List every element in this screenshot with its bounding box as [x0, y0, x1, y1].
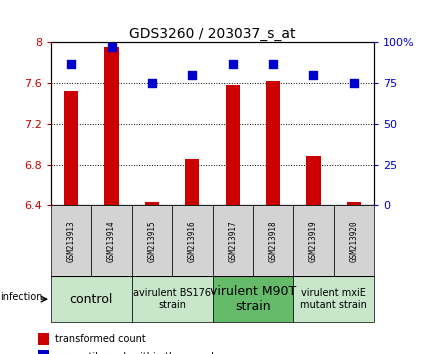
- Text: GSM213913: GSM213913: [67, 220, 76, 262]
- Text: avirulent BS176
strain: avirulent BS176 strain: [133, 288, 211, 310]
- Text: infection: infection: [0, 292, 42, 302]
- Text: percentile rank within the sample: percentile rank within the sample: [55, 352, 220, 354]
- Text: GSM213919: GSM213919: [309, 220, 318, 262]
- Text: GSM213916: GSM213916: [188, 220, 197, 262]
- Bar: [347, 202, 361, 205]
- Point: [68, 61, 75, 67]
- Text: GSM213918: GSM213918: [269, 220, 278, 262]
- Bar: [306, 156, 320, 205]
- Bar: [253, 205, 293, 276]
- Bar: [145, 202, 159, 205]
- Bar: [51, 276, 132, 322]
- Text: virulent mxiE
mutant strain: virulent mxiE mutant strain: [300, 288, 367, 310]
- Bar: [38, 350, 49, 354]
- Bar: [51, 205, 91, 276]
- Bar: [185, 159, 199, 205]
- Bar: [212, 205, 253, 276]
- Bar: [105, 46, 119, 205]
- Bar: [64, 91, 78, 205]
- Text: GSM213917: GSM213917: [228, 220, 237, 262]
- Point: [189, 72, 196, 78]
- Point: [229, 61, 236, 67]
- Text: transformed count: transformed count: [55, 334, 146, 344]
- Bar: [293, 276, 374, 322]
- Bar: [266, 81, 280, 205]
- Text: GSM213920: GSM213920: [349, 220, 358, 262]
- Bar: [212, 276, 293, 322]
- Bar: [132, 276, 212, 322]
- Text: virulent M90T
strain: virulent M90T strain: [210, 285, 296, 313]
- Point: [310, 72, 317, 78]
- Point: [108, 45, 115, 50]
- Bar: [132, 205, 172, 276]
- Bar: [334, 205, 374, 276]
- Point: [148, 80, 155, 86]
- Title: GDS3260 / 203037_s_at: GDS3260 / 203037_s_at: [129, 28, 296, 41]
- Bar: [91, 205, 132, 276]
- Text: GSM213914: GSM213914: [107, 220, 116, 262]
- Text: control: control: [70, 293, 113, 306]
- Text: GSM213915: GSM213915: [147, 220, 156, 262]
- Bar: [226, 85, 240, 205]
- Bar: [293, 205, 334, 276]
- Bar: [38, 333, 49, 345]
- Bar: [172, 205, 212, 276]
- Point: [269, 61, 276, 67]
- Point: [350, 80, 357, 86]
